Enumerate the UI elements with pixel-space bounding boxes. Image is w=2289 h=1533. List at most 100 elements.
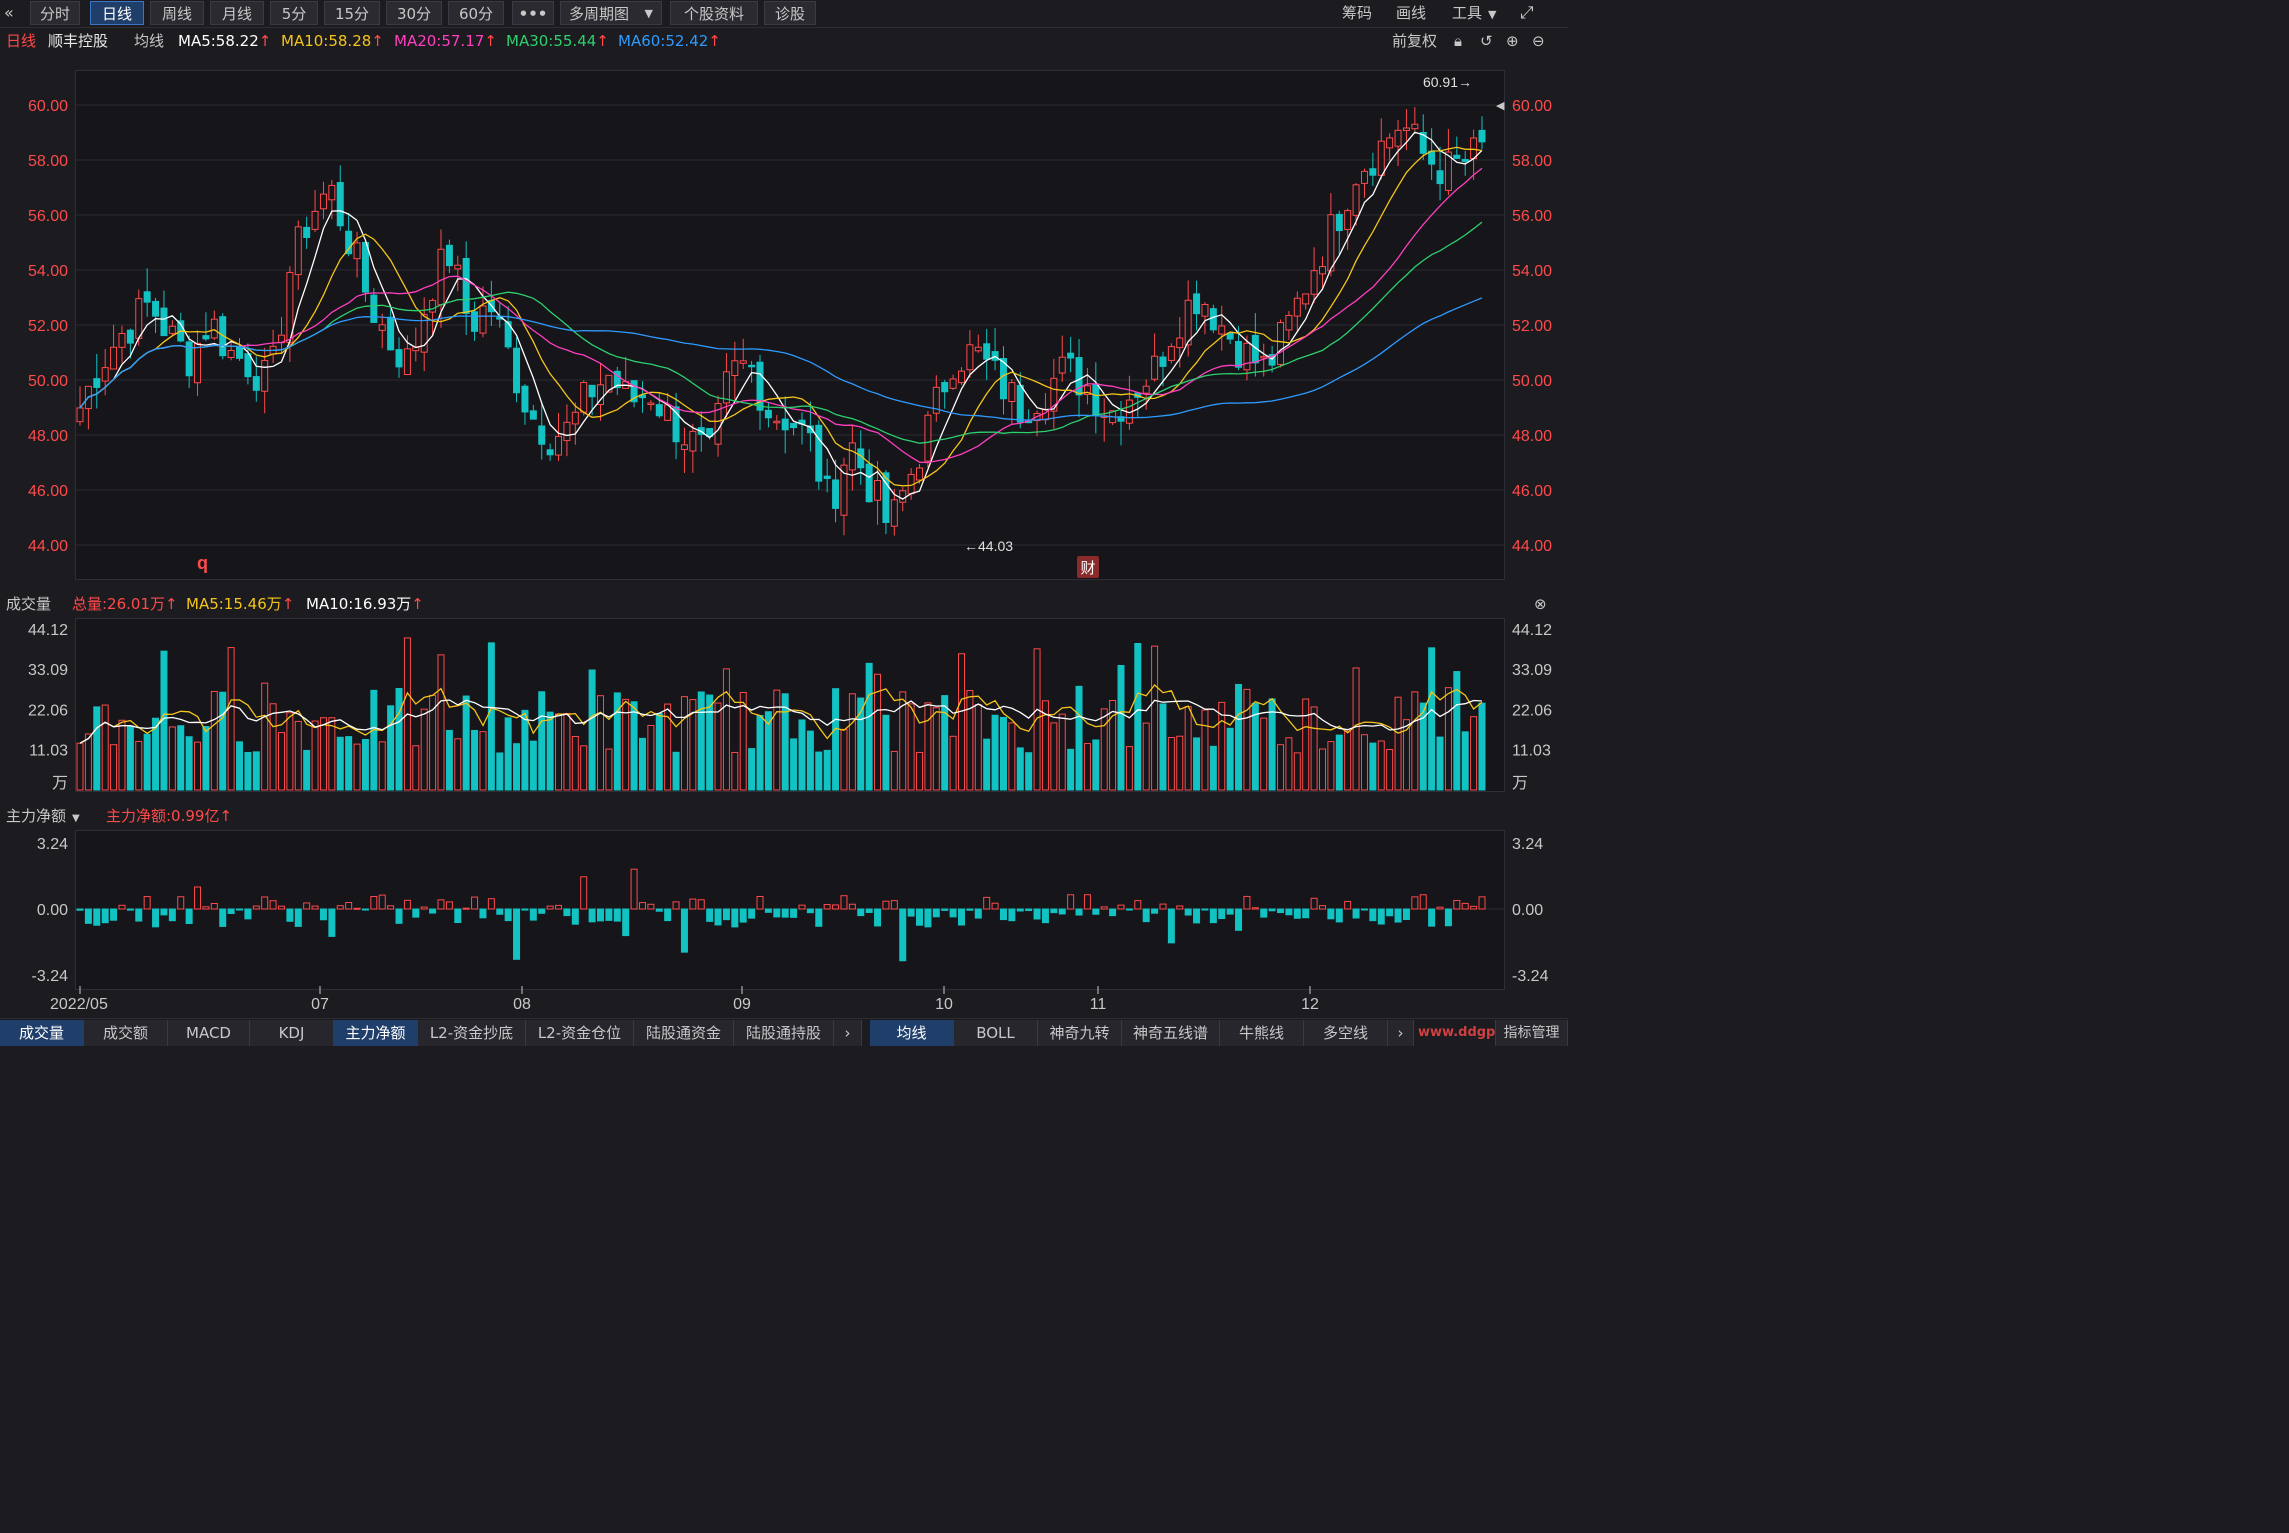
capital-bar	[219, 908, 227, 927]
price-tick-right: 54.00	[1512, 263, 1552, 280]
stock-profile-button[interactable]: 个股资料	[670, 1, 758, 25]
volume-bar	[865, 662, 873, 791]
capital-bar	[1302, 908, 1310, 919]
volume-bar	[1327, 741, 1335, 791]
zoom-out-icon[interactable]: ⊖	[1532, 32, 1545, 50]
candle-body	[194, 342, 202, 384]
tab-volume[interactable]: 成交量	[0, 1020, 84, 1046]
candle-body	[932, 386, 940, 414]
capital-bar	[1277, 908, 1285, 914]
period-button-daily[interactable]: 日线	[90, 1, 144, 25]
tab-l2-bottom[interactable]: L2-资金抄底	[418, 1020, 526, 1046]
tab-ma[interactable]: 均线	[870, 1020, 954, 1046]
volume-bar	[84, 733, 92, 791]
volume-bar	[210, 690, 218, 791]
volume-bar	[1277, 744, 1285, 791]
capital-dropdown[interactable]: 主力净额 ▼	[6, 807, 80, 825]
candle-body	[580, 382, 588, 413]
capital-bar	[613, 908, 621, 922]
candle-body	[1344, 210, 1352, 230]
candle-body	[168, 325, 176, 334]
undo-icon[interactable]: ↺	[1480, 32, 1493, 50]
volume-bar	[1235, 683, 1243, 791]
capital-bar	[1461, 902, 1469, 910]
capital-bar	[1016, 908, 1024, 912]
lock-icon[interactable]: 🔒︎	[1454, 32, 1462, 50]
finance-marker-box	[1077, 556, 1099, 578]
period-button-weekly[interactable]: 周线	[150, 1, 204, 25]
volume-bar	[1109, 700, 1117, 791]
volume-bar	[227, 647, 235, 791]
indicator-manage-button[interactable]: 指标管理	[1496, 1020, 1568, 1046]
tab-bull-bear[interactable]: 牛熊线	[1220, 1020, 1304, 1046]
tab-boll[interactable]: BOLL	[954, 1020, 1038, 1046]
draw-line-button[interactable]: 画线	[1396, 4, 1427, 22]
candle-body	[504, 321, 512, 348]
candle-body	[823, 475, 831, 479]
volume-bar	[1201, 709, 1209, 791]
capital-bar	[487, 898, 495, 910]
capital-bar	[1327, 908, 1335, 920]
capital-bar	[252, 905, 260, 910]
candle-body	[76, 407, 84, 423]
capital-bar	[1411, 896, 1419, 910]
capital-bar	[261, 896, 269, 910]
ma-label[interactable]: 均线	[134, 32, 165, 50]
candle-body	[1117, 416, 1125, 422]
tools-dropdown[interactable]: 工具 ▼	[1452, 1, 1496, 25]
tab-kdj[interactable]: KDJ	[250, 1020, 334, 1046]
chevron-right-icon[interactable]: ›	[1388, 1020, 1414, 1046]
diagnose-button[interactable]: 诊股	[764, 1, 816, 25]
price-tick-right: 46.00	[1512, 483, 1552, 500]
volume-unit-left: 万	[52, 773, 68, 792]
tab-hk-connect-holding[interactable]: 陆股通持股	[734, 1020, 834, 1046]
capital-bar	[714, 908, 722, 926]
tab-magic-five[interactable]: 神奇五线谱	[1122, 1020, 1220, 1046]
candle-body	[1285, 314, 1293, 331]
volume-bar	[1184, 706, 1192, 791]
volume-bar	[168, 726, 176, 791]
tab-macd[interactable]: MACD	[168, 1020, 250, 1046]
volume-bar	[622, 698, 630, 791]
fullscreen-icon[interactable]: ⤢	[1520, 3, 1534, 23]
capital-panel[interactable]	[75, 830, 1505, 990]
low-price-label: ←44.03	[964, 538, 1013, 554]
period-button-30min[interactable]: 30分	[386, 1, 442, 25]
tab-l2-position[interactable]: L2-资金仓位	[526, 1020, 634, 1046]
multi-period-label: 多周期图	[569, 5, 630, 23]
capital-bar	[1293, 908, 1301, 919]
candle-body	[370, 294, 378, 323]
volume-bar	[899, 691, 907, 791]
double-chevron-left-icon[interactable]: «	[4, 3, 14, 22]
more-periods-button[interactable]: •••	[512, 1, 554, 25]
candle-body	[319, 193, 327, 210]
zoom-in-icon[interactable]: ⊕	[1506, 32, 1519, 50]
volume-bar	[680, 696, 688, 791]
volume-bar	[479, 731, 487, 791]
tab-long-short[interactable]: 多空线	[1304, 1020, 1388, 1046]
multi-period-dropdown[interactable]: 多周期图 ▼	[560, 1, 662, 25]
capital-bar	[1209, 908, 1217, 924]
period-button-60min[interactable]: 60分	[448, 1, 504, 25]
adjust-mode-button[interactable]: 前复权	[1392, 32, 1438, 50]
price-tick-left: 46.00	[28, 483, 68, 500]
candle-body	[1310, 270, 1318, 295]
chips-button[interactable]: 筹码	[1342, 4, 1373, 22]
tab-amount[interactable]: 成交额	[84, 1020, 168, 1046]
capital-bar	[1310, 897, 1318, 910]
period-button-fenshi[interactable]: 分时	[30, 1, 80, 25]
tab-magic-nine[interactable]: 神奇九转	[1038, 1020, 1122, 1046]
volume-bar	[1470, 716, 1478, 791]
tab-main-capital[interactable]: 主力净额	[334, 1020, 418, 1046]
capital-bar	[706, 908, 714, 922]
period-button-monthly[interactable]: 月线	[210, 1, 264, 25]
capital-bar	[806, 908, 814, 914]
tab-hk-connect-flow[interactable]: 陆股通资金	[634, 1020, 734, 1046]
chevron-right-icon[interactable]: ›	[834, 1020, 862, 1046]
capital-bar	[311, 905, 319, 910]
period-button-15min[interactable]: 15分	[324, 1, 380, 25]
volume-ma5: MA5:15.46万↑	[186, 595, 295, 613]
close-icon[interactable]: ⊗	[1534, 595, 1547, 613]
period-button-5min[interactable]: 5分	[270, 1, 318, 25]
capital-tick-left: -3.24	[32, 968, 69, 985]
